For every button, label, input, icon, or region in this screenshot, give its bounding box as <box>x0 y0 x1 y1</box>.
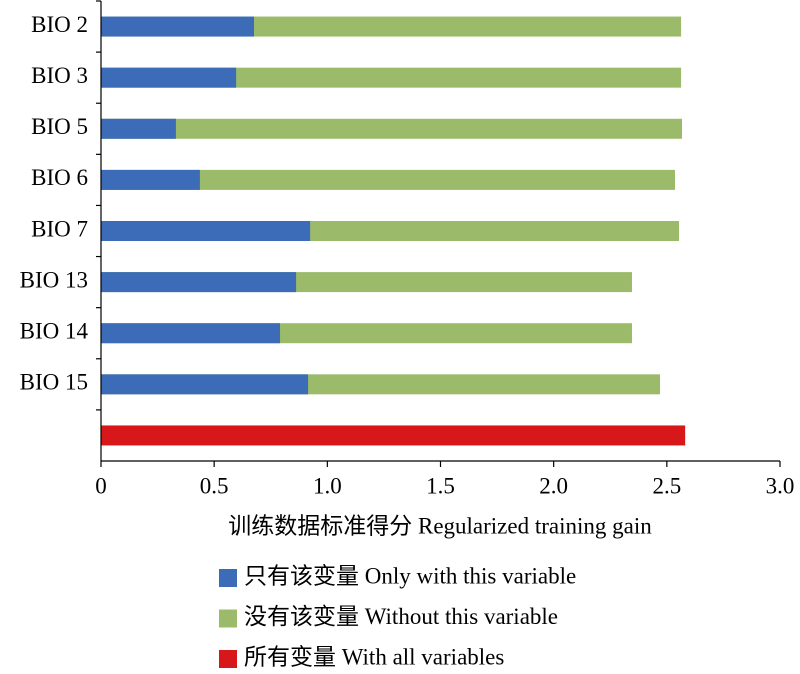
y-tick-label: BIO 7 <box>31 216 88 241</box>
bar <box>101 374 309 395</box>
x-tick-label: 1.5 <box>426 473 455 498</box>
bar <box>101 169 200 190</box>
bar <box>101 425 686 446</box>
bar <box>101 67 682 88</box>
x-tick-label: 2.5 <box>652 473 681 498</box>
bar <box>101 221 311 241</box>
bar <box>101 118 682 139</box>
y-tick-label: BIO 15 <box>20 370 88 395</box>
y-tick-label: BIO 3 <box>31 63 88 88</box>
bar <box>101 16 255 37</box>
legend-swatch <box>219 609 237 628</box>
x-tick-label: 0.5 <box>200 473 229 498</box>
x-tick-label: 0 <box>95 473 107 498</box>
y-tick-label: BIO 5 <box>31 114 88 139</box>
bar <box>101 323 281 344</box>
legend-swatch <box>219 650 237 668</box>
x-tick-label: 1.0 <box>313 473 342 498</box>
legend-label: 只有该变量 Only with this variable <box>244 563 576 588</box>
legend-label: 没有该变量 Without this variable <box>244 604 558 629</box>
legend-label: 所有变量 With all variables <box>244 644 504 669</box>
y-tick-label: BIO 2 <box>31 12 88 37</box>
x-tick-label: 3.0 <box>766 473 795 498</box>
x-tick-label: 2.0 <box>539 473 568 498</box>
x-axis-label: 训练数据标准得分 Regularized training gain <box>228 513 652 538</box>
bar <box>101 272 297 293</box>
y-tick-label: BIO 6 <box>31 165 88 190</box>
bar <box>101 169 675 190</box>
bar <box>101 118 176 139</box>
legend-swatch <box>219 569 237 587</box>
y-tick-label: BIO 14 <box>20 319 89 344</box>
bar <box>101 67 237 88</box>
y-tick-label: BIO 13 <box>20 267 88 292</box>
